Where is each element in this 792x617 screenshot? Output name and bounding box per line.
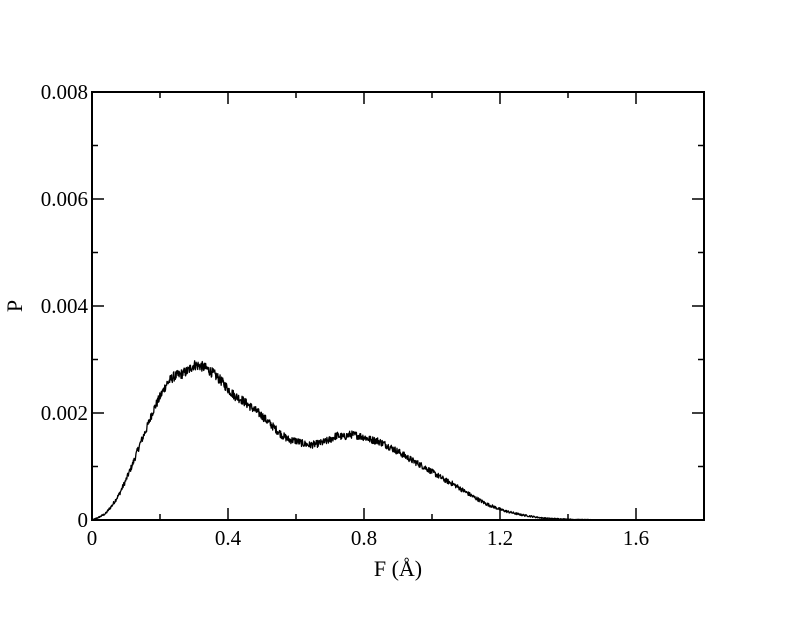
tick-labels: 0 0.4 0.8 1.2 1.6 0 0.002 0.004 0.006 0.008 [41, 80, 649, 550]
x-tick-label: 1.2 [487, 526, 513, 550]
y-tick-label: 0.008 [41, 80, 88, 104]
y-axis-label: P [2, 300, 27, 312]
series-line [91, 360, 623, 521]
x-tick-label: 0 [87, 526, 98, 550]
x-tick-label: 1.6 [623, 526, 649, 550]
plot-frame [91, 91, 705, 521]
x-axis-label: F (Å) [374, 556, 422, 581]
tick-marks [91, 91, 705, 521]
x-tick-label: 0.8 [351, 526, 377, 550]
y-tick-label: 0.002 [41, 401, 88, 425]
series-layer [91, 360, 623, 521]
x-tick-label: 0.4 [215, 526, 242, 550]
y-tick-label: 0.006 [41, 187, 88, 211]
y-tick-label: 0.004 [41, 294, 89, 318]
y-tick-label: 0 [78, 508, 89, 532]
